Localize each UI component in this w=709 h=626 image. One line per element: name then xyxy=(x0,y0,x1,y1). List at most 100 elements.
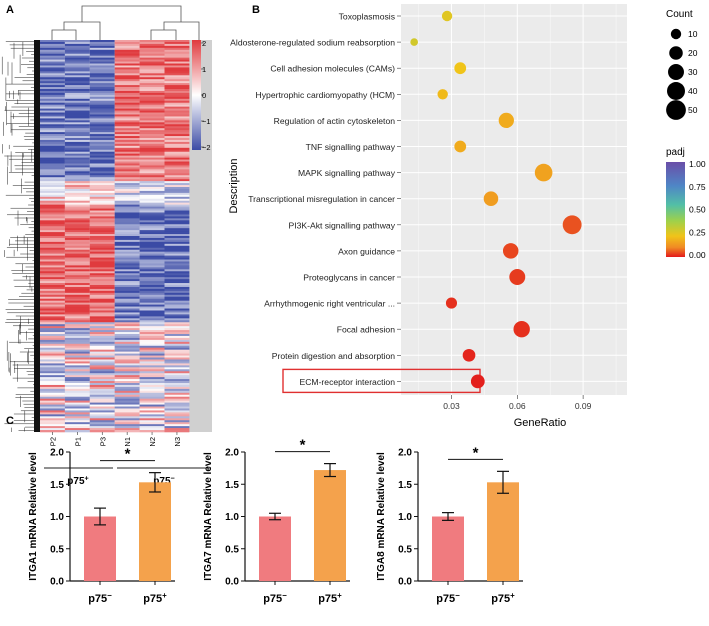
heatmap-cell xyxy=(164,100,190,104)
heatmap-cell xyxy=(40,412,65,415)
heatmap-cell xyxy=(139,334,165,337)
heatmap-cell xyxy=(114,169,140,172)
heatmap-cell xyxy=(114,320,140,323)
heatmap-cell xyxy=(114,386,140,390)
heatmap-cell xyxy=(89,136,115,139)
heatmap-cell xyxy=(114,208,140,211)
heatmap-cell xyxy=(64,361,90,364)
heatmap-cell xyxy=(89,161,115,164)
term-label: Transcriptional misregulation in cancer xyxy=(248,194,395,204)
heatmap-cell xyxy=(139,257,165,260)
heatmap-cell xyxy=(40,210,65,213)
colorbar-tick-label: 2 xyxy=(202,39,206,48)
heatmap-cell xyxy=(40,228,65,231)
heatmap-cell xyxy=(89,259,115,262)
heatmap-cell xyxy=(114,349,140,352)
heatmap-cell xyxy=(89,157,115,160)
dot-point xyxy=(502,243,519,259)
heatmap-cell xyxy=(114,420,140,423)
heatmap-cell xyxy=(89,232,115,235)
heatmap-cell xyxy=(89,388,115,392)
heatmap-cell xyxy=(139,279,165,282)
heatmap-cell xyxy=(164,371,190,374)
heatmap-cell xyxy=(64,363,90,366)
heatmap-cell xyxy=(139,265,165,268)
heatmap-cell xyxy=(64,345,90,349)
heatmap-cell xyxy=(40,192,65,196)
heatmap-cell xyxy=(164,55,190,58)
heatmap-cell xyxy=(89,114,115,117)
heatmap-cell xyxy=(114,155,140,158)
heatmap-cell xyxy=(114,236,140,239)
heatmap-cell xyxy=(164,198,190,202)
heatmap-cell xyxy=(114,228,140,231)
heatmap-cell xyxy=(40,253,65,256)
heatmap-cell xyxy=(164,155,190,158)
heatmap-cell xyxy=(89,275,115,278)
heatmap-cell xyxy=(40,206,65,209)
heatmap-cell xyxy=(114,414,140,417)
heatmap-cell xyxy=(64,373,90,376)
heatmap-cell xyxy=(164,151,190,154)
heatmap-cell xyxy=(89,379,115,382)
heatmap-cell xyxy=(139,430,165,433)
y-tick-label: 1.0 xyxy=(398,512,412,523)
heatmap-cell xyxy=(40,188,65,192)
heatmap-cell xyxy=(114,138,140,141)
heatmap-cell xyxy=(64,104,90,107)
heatmap-cell xyxy=(114,206,140,209)
heatmap-cell xyxy=(89,257,115,260)
heatmap-cell xyxy=(40,359,65,362)
heatmap-cell xyxy=(40,151,65,154)
heatmap-cell xyxy=(164,361,190,364)
heatmap-cell xyxy=(89,245,115,249)
heatmap-cell xyxy=(164,228,190,231)
heatmap-cell xyxy=(139,318,165,321)
heatmap-cell xyxy=(164,47,190,51)
heatmap-cell xyxy=(40,367,65,370)
heatmap-cell xyxy=(40,90,65,94)
heatmap-cell xyxy=(64,290,90,294)
heatmap-cell xyxy=(114,67,140,70)
heatmap-cell xyxy=(139,426,165,429)
heatmap-cell xyxy=(164,267,190,270)
heatmap-cell xyxy=(139,45,165,49)
heatmap-cell xyxy=(64,118,90,121)
heatmap-cell xyxy=(64,188,90,192)
colorbar-gradient xyxy=(192,40,201,150)
heatmap-cell xyxy=(89,222,115,225)
heatmap-cell xyxy=(139,339,165,343)
heatmap-cell xyxy=(164,394,190,398)
heatmap-cell xyxy=(40,285,65,288)
heatmap-cell xyxy=(64,265,90,268)
heatmap-cell xyxy=(114,63,140,66)
heatmap-cell xyxy=(139,365,165,368)
heatmap-cell xyxy=(89,75,115,78)
heatmap-cell xyxy=(114,234,140,237)
column-label-n1: N1 xyxy=(123,437,132,447)
heatmap-cell xyxy=(64,165,90,168)
heatmap-cell xyxy=(164,294,190,298)
y-tick-label: 0.5 xyxy=(50,544,64,555)
heatmap-cell xyxy=(40,304,65,307)
heatmap-cell xyxy=(114,373,140,376)
heatmap-cell xyxy=(64,236,90,239)
heatmap-cell xyxy=(64,75,90,78)
heatmap-cell xyxy=(164,277,190,280)
heatmap-cell xyxy=(164,218,190,221)
heatmap-cell xyxy=(40,420,65,423)
heatmap-cell xyxy=(89,247,115,251)
heatmap-cell xyxy=(89,290,115,294)
heatmap-cell xyxy=(64,294,90,298)
heatmap-cell xyxy=(64,183,90,186)
heatmap-cell xyxy=(139,141,165,145)
x-axis-label: GeneRatio xyxy=(514,417,567,429)
heatmap-cell xyxy=(139,87,165,90)
y-tick-label: 0.5 xyxy=(398,544,412,555)
heatmap-cell xyxy=(139,147,165,151)
heatmap-cell xyxy=(89,283,115,286)
heatmap-cell xyxy=(164,139,190,143)
heatmap-cell xyxy=(164,128,190,131)
heatmap-cell xyxy=(40,312,65,315)
heatmap-cell xyxy=(40,408,65,411)
